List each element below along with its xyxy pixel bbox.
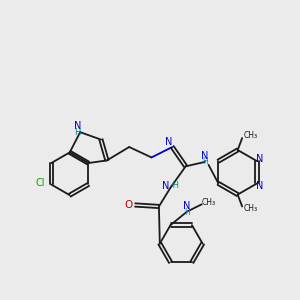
Text: N: N bbox=[256, 154, 263, 164]
Text: CH₃: CH₃ bbox=[243, 131, 257, 140]
Text: H: H bbox=[75, 128, 81, 137]
Text: H: H bbox=[184, 208, 190, 217]
Text: O: O bbox=[124, 200, 133, 210]
Text: N: N bbox=[74, 121, 82, 130]
Text: CH₃: CH₃ bbox=[202, 198, 216, 207]
Text: ·H: ·H bbox=[170, 181, 179, 190]
Text: N: N bbox=[162, 181, 169, 191]
Text: N: N bbox=[183, 201, 190, 212]
Text: H: H bbox=[202, 158, 208, 166]
Text: Cl: Cl bbox=[35, 178, 45, 188]
Text: CH₃: CH₃ bbox=[243, 204, 257, 213]
Text: N: N bbox=[256, 181, 264, 191]
Text: N: N bbox=[201, 151, 209, 161]
Text: N: N bbox=[165, 137, 172, 147]
